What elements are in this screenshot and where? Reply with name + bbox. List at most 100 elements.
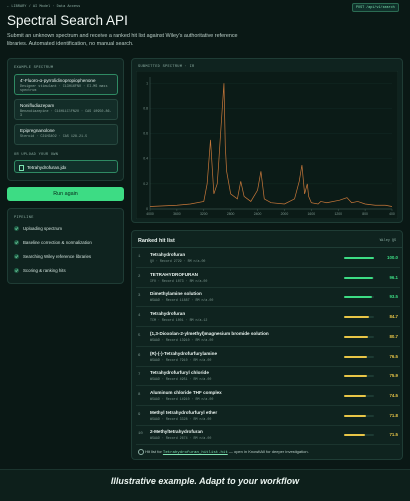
card-meta: Steroid · C21H34O2 · CAS 128-21-5 <box>20 134 88 139</box>
breadcrumb[interactable]: ← LIBRARY / AI Model · Data Access <box>7 5 81 9</box>
y-tick-label: 0.8 <box>143 106 148 110</box>
hit-name: Dimethylamine solution <box>150 291 202 297</box>
hit-score: 96.1 <box>389 274 398 280</box>
run-button[interactable]: Run again <box>7 187 124 201</box>
hit-meta: WSAAD · Record 4951 · RM n/a.00 <box>150 377 212 382</box>
file-input[interactable]: Tetrahydrofuran.jdx <box>14 160 118 173</box>
card-meta: Designer stimulant · C13H16FNO · EI-MS m… <box>20 84 108 93</box>
step-check <box>14 253 19 259</box>
hit-rank: 2 <box>138 274 141 279</box>
hitlist-title: Ranked hit list <box>138 238 175 244</box>
hit-name: TETRAHYDROFURAN <box>150 271 198 277</box>
example-panel: EXAMPLE SPECTRUM 4'-Fluoro-α-pyrrolidino… <box>7 58 124 181</box>
x-tick-label: 1600 <box>308 212 316 216</box>
score-bar <box>344 296 373 299</box>
y-tick-label: 0 <box>146 207 148 211</box>
score-track <box>344 276 374 279</box>
section-label: EXAMPLE SPECTRUM <box>14 66 54 70</box>
endpoint-badge: POST /api/v1/search <box>352 3 399 12</box>
spectrum-chart: 0 0.2 0.4 0.6 0.8 1 4000 3600 3200 2800 2400 2000 16… <box>136 71 398 219</box>
hit-name: 2-Methyltetrahydrofuran <box>150 429 203 435</box>
hit-rank: 5 <box>138 333 141 338</box>
hit-meta: WSAAD · Record 14910 · RM n/a.00 <box>150 396 214 401</box>
hit-row[interactable]: 3 Dimethylamine solution WSAAD · Record 11… <box>136 288 400 308</box>
info-icon <box>138 449 144 455</box>
hit-score: 75.9 <box>389 373 398 379</box>
hit-score: 74.5 <box>389 392 398 398</box>
y-tick-label: 0.4 <box>143 157 148 161</box>
hit-row[interactable]: 2 TETRAHYDROFURAN IFO · Record 1073 · RM n… <box>136 269 400 288</box>
hit-name: Methyl tetrahydrofurfuryl ether <box>150 409 218 415</box>
hit-row[interactable]: 1 Tetrahydrofuran QV · Record 2729 · RM n/… <box>136 249 400 268</box>
score-track <box>344 355 374 358</box>
note-file[interactable]: Tetrahydrofuran_hitlist.hit <box>162 451 228 456</box>
hit-score: 71.5 <box>389 432 398 438</box>
hit-rank: 10 <box>138 432 143 437</box>
x-tick-label: 400 <box>389 212 395 216</box>
score-bar <box>344 434 366 437</box>
hit-row[interactable]: 7 Tetrahydrofurfuryl chloride WSAAD · Reco… <box>136 367 400 387</box>
hit-row[interactable]: 6 (R)-(-)-Tetrahydrofurfurylamine WSAAD · … <box>136 348 400 367</box>
hit-meta: WSAAD · Record 2674 · RM n/a.00 <box>150 436 212 441</box>
hit-name: (1,3-Dioxolan-2-ylmethyl)magnesium bromi… <box>150 330 269 336</box>
x-tick-label: 800 <box>362 212 368 216</box>
hit-row[interactable]: 10 2-Methyltetrahydrofuran WSAAD · Record … <box>136 426 400 446</box>
hit-rank: 1 <box>138 255 141 259</box>
hit-score: 71.8 <box>389 412 398 418</box>
section-label: SUBMITTED SPECTRUM · IR <box>138 65 195 69</box>
spectrum-line <box>149 83 393 207</box>
hit-rank: 6 <box>138 353 141 358</box>
score-bar <box>344 276 373 279</box>
note-suffix: — open in KnowItAll for deeper investiga… <box>228 449 309 455</box>
score-track <box>344 414 374 417</box>
score-track <box>344 375 374 378</box>
example-card[interactable]: Epipregnanolone Steroid · C21H34O2 · CAS … <box>14 124 118 145</box>
step-label: Scoring & ranking hits <box>23 268 66 273</box>
score-track <box>344 316 374 319</box>
hit-rank: 4 <box>138 314 141 319</box>
step-label: Uploading spectrum <box>23 226 63 231</box>
hit-rank: 7 <box>138 373 141 378</box>
x-tick-label: 2800 <box>227 212 235 216</box>
hit-row[interactable]: 5 (1,3-Dioxolan-2-ylmethyl)magnesium brom… <box>136 328 400 347</box>
divider <box>132 247 402 248</box>
example-card[interactable]: 4'-Fluoro-α-pyrrolidinopropiophenone Desi… <box>14 74 118 95</box>
hit-score: 80.7 <box>389 333 398 339</box>
spectrum-panel: SUBMITTED SPECTRUM · IR 0 0.2 0.4 0.6 0.8 1 40… <box>131 58 403 223</box>
hit-row[interactable]: 9 Methyl tetrahydrofurfuryl ether WSAAD · … <box>136 407 400 426</box>
hit-rank: 9 <box>138 412 141 417</box>
hit-score: 100.0 <box>387 255 398 260</box>
hit-row[interactable]: 8 Aluminum chloride THF complex WSAAD · Re… <box>136 387 400 406</box>
x-tick-label: 3600 <box>173 212 181 216</box>
hit-rank: 3 <box>138 294 141 299</box>
hit-meta: WSAAD · Record 13910 · RM n/a.00 <box>150 337 214 342</box>
score-track <box>344 394 374 397</box>
y-tick-label: 0.6 <box>143 132 148 136</box>
card-title: Nonifludiazepam <box>20 103 55 108</box>
hitlist-source: Wiley QS <box>379 239 396 243</box>
chart-background <box>136 71 398 219</box>
file-icon <box>19 165 24 171</box>
hit-meta: TCM · Record 1001 · RM n/a.12 <box>150 318 208 323</box>
x-tick-label: 2000 <box>281 212 289 216</box>
hit-name: Tetrahydrofurfuryl chloride <box>150 370 209 376</box>
hit-rank: 8 <box>138 392 141 397</box>
footer-bar <box>0 469 410 501</box>
card-title: 4'-Fluoro-α-pyrrolidinopropiophenone <box>20 78 96 83</box>
hit-meta: QV · Record 2729 · RM n/a.00 <box>150 259 206 263</box>
hit-meta: WSAAD · Record 3328 · RM n/a.00 <box>150 416 212 421</box>
card-meta: Benzodiazepine · C16H11ClFN2O · CAS 1095… <box>20 109 112 118</box>
hitlist-panel: Ranked hit list Wiley QS 1 Tetrahydrofura… <box>131 230 403 460</box>
hit-row[interactable]: 4 Tetrahydrofuran TCM · Record 1001 · RM n… <box>136 308 400 328</box>
section-label: OR UPLOAD YOUR OWN <box>14 153 59 157</box>
score-track <box>344 296 374 299</box>
hit-meta: WSAAD · Record 11887 · RM n/a.00 <box>150 298 214 303</box>
hit-score: 93.5 <box>389 294 398 300</box>
x-tick-label: 4000 <box>146 212 154 216</box>
score-bar <box>344 316 370 319</box>
x-tick-label: 3200 <box>200 212 208 216</box>
section-label: PIPELINE <box>14 216 34 220</box>
example-card[interactable]: Nonifludiazepam Benzodiazepine · C16H11Cl… <box>14 99 118 120</box>
hit-name: (R)-(-)-Tetrahydrofurfurylamine <box>150 350 218 356</box>
